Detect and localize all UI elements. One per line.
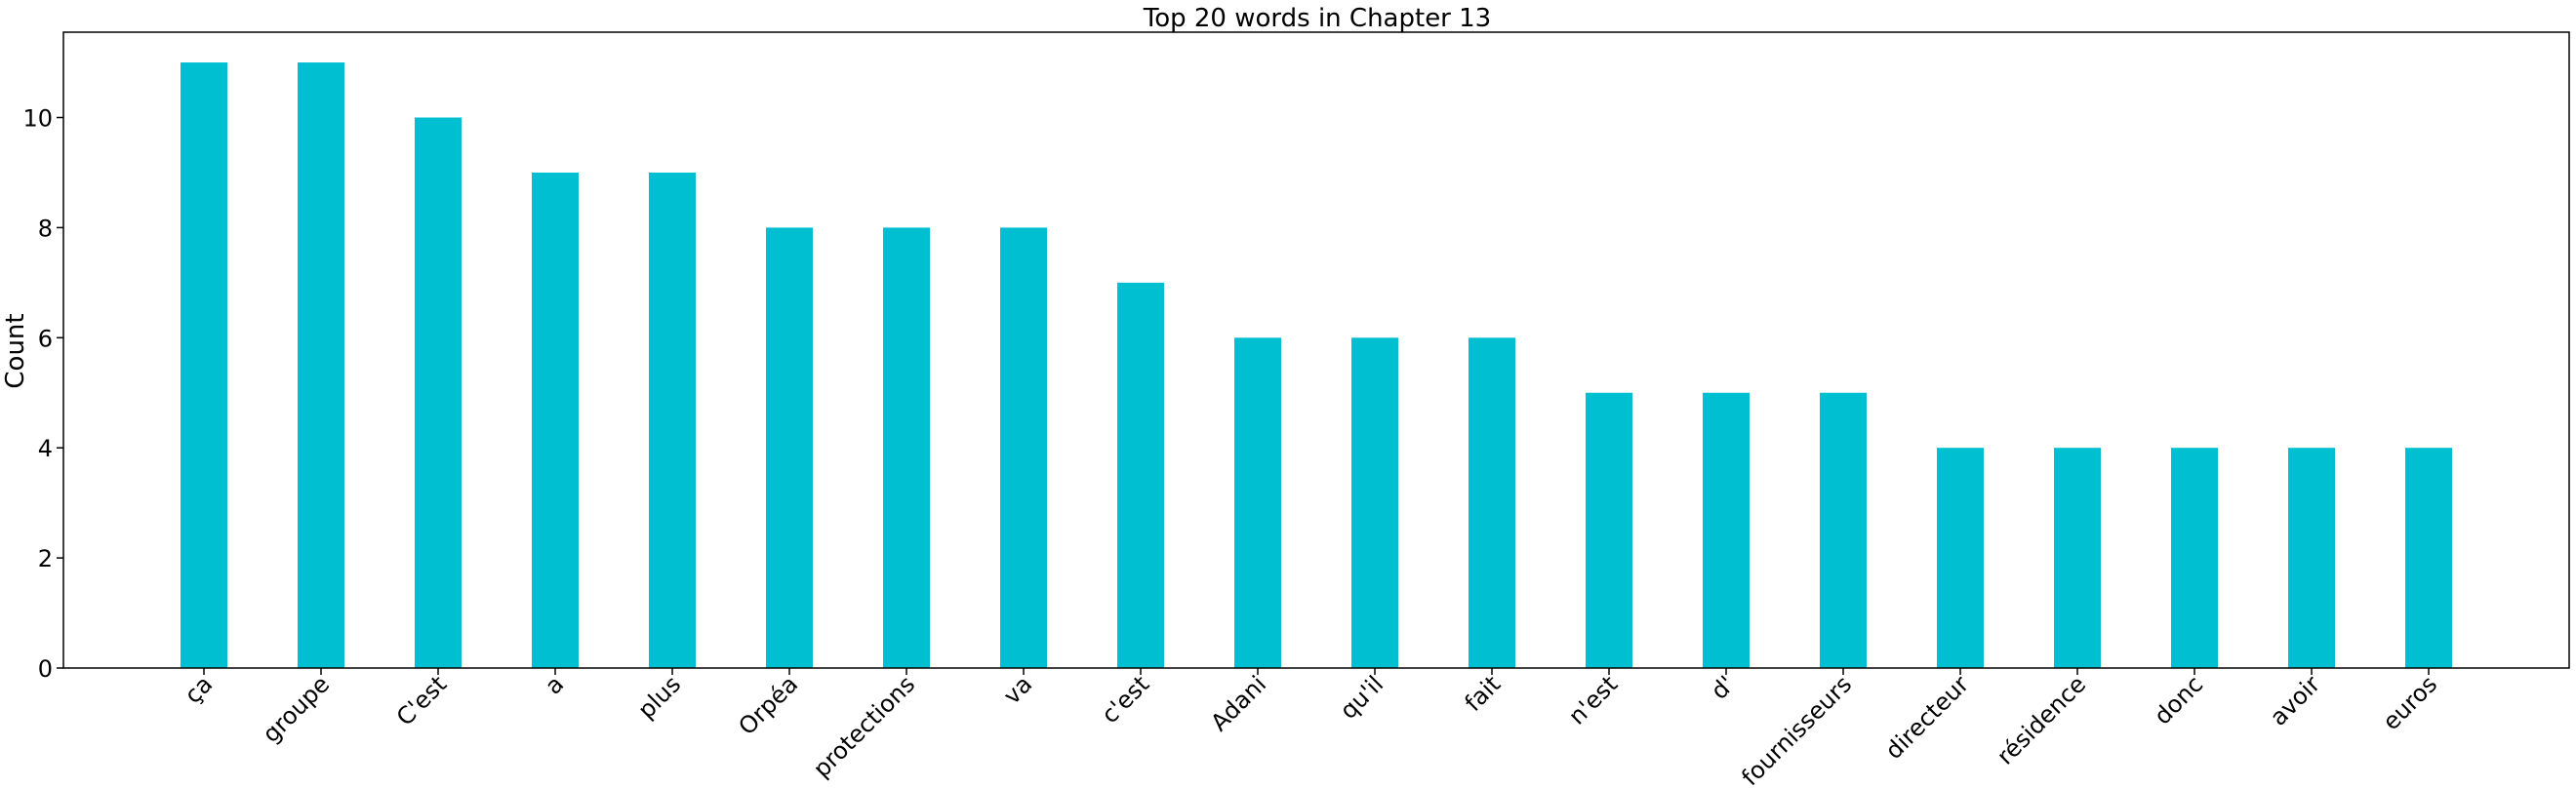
y-tick-label-5: 10 bbox=[22, 104, 53, 132]
bar-5 bbox=[766, 227, 813, 668]
y-tick-label-0: 0 bbox=[38, 655, 53, 683]
y-tick-label-2: 4 bbox=[38, 435, 53, 462]
bar-1 bbox=[298, 62, 344, 669]
y-tick-label-3: 6 bbox=[38, 325, 53, 352]
bar-6 bbox=[883, 227, 930, 668]
x-tick-label-2: C'est bbox=[391, 670, 452, 730]
x-tick-label-15: directeur bbox=[1880, 670, 1975, 765]
bars-group bbox=[181, 62, 2452, 669]
bar-4 bbox=[649, 172, 696, 668]
bar-14 bbox=[1820, 392, 1867, 668]
x-tick-label-9: Adani bbox=[1205, 670, 1271, 736]
bar-10 bbox=[1351, 337, 1398, 668]
bar-8 bbox=[1117, 282, 1164, 668]
bar-7 bbox=[1000, 227, 1047, 668]
y-tick-label-4: 8 bbox=[38, 215, 53, 242]
bar-12 bbox=[1586, 392, 1632, 668]
bar-0 bbox=[181, 62, 227, 669]
bar-3 bbox=[532, 172, 579, 668]
x-tick-label-10: qu'il bbox=[1335, 670, 1389, 724]
bar-17 bbox=[2171, 448, 2218, 668]
x-tick-label-6: protections bbox=[808, 670, 920, 782]
x-tick-label-8: c'est bbox=[1097, 670, 1155, 729]
bar-15 bbox=[1937, 448, 1984, 668]
x-tick-label-17: donc bbox=[2149, 670, 2208, 729]
x-tick-label-1: groupe bbox=[258, 670, 336, 748]
bar-18 bbox=[2288, 448, 2335, 668]
x-tick-label-19: euros bbox=[2377, 670, 2442, 735]
y-axis-label: Count bbox=[1, 313, 30, 388]
bar-19 bbox=[2405, 448, 2452, 668]
x-tick-label-18: avoir bbox=[2265, 670, 2325, 730]
x-tick-label-7: va bbox=[998, 670, 1037, 709]
x-tick-label-13: d' bbox=[1706, 670, 1740, 704]
x-tick-label-16: résidence bbox=[1992, 670, 2091, 769]
y-axis-ticks: 0 2 4 6 8 10 bbox=[22, 104, 63, 683]
x-tick-label-11: fait bbox=[1460, 670, 1507, 717]
x-axis-ticks: ça groupe C'est a plus Orpéa protections va c'es… bbox=[180, 668, 2442, 788]
bar-13 bbox=[1703, 392, 1750, 668]
x-tick-label-0: ça bbox=[180, 670, 219, 709]
plot-frame bbox=[62, 31, 2570, 669]
x-tick-label-4: plus bbox=[632, 670, 686, 724]
bar-2 bbox=[415, 117, 462, 668]
x-tick-label-3: a bbox=[540, 670, 569, 699]
bar-9 bbox=[1234, 337, 1281, 668]
x-tick-label-5: Orpéa bbox=[733, 670, 803, 740]
x-tick-label-14: fournisseurs bbox=[1736, 670, 1857, 788]
bar-16 bbox=[2054, 448, 2101, 668]
y-tick-label-1: 2 bbox=[38, 545, 53, 572]
bar-11 bbox=[1469, 337, 1515, 668]
x-tick-label-12: n'est bbox=[1563, 670, 1623, 729]
chart-title: Top 20 words in Chapter 13 bbox=[1143, 4, 1491, 33]
